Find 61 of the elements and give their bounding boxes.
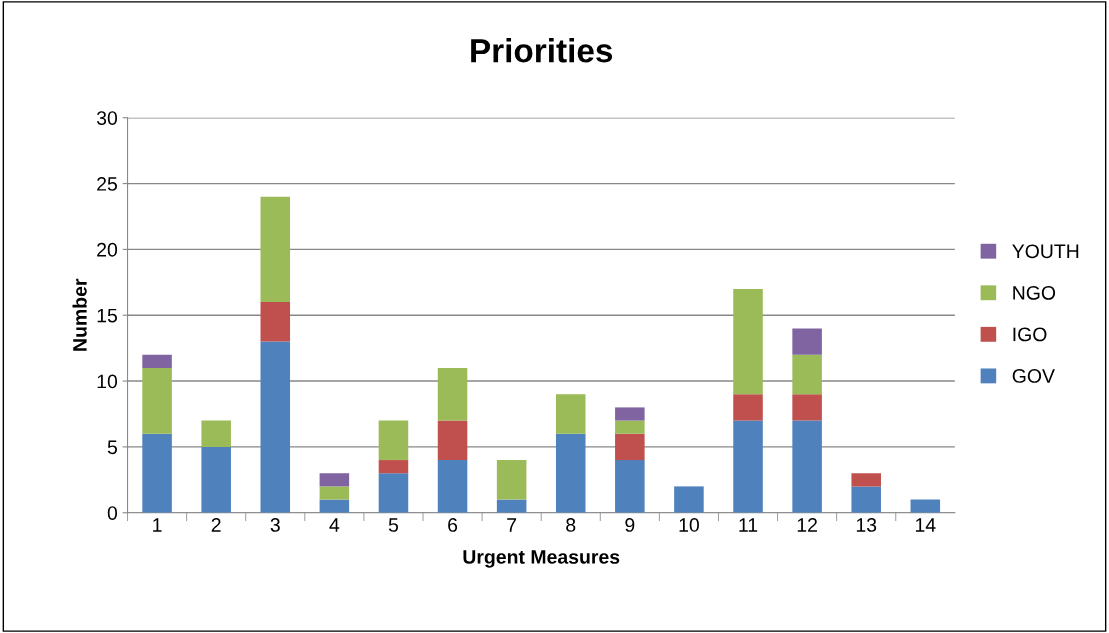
bar: [260, 341, 291, 513]
legend-label: IGO: [1013, 327, 1047, 342]
x-tick-label: 12: [797, 518, 817, 532]
bar: [792, 394, 822, 421]
bar: [615, 433, 645, 461]
bar: [201, 420, 231, 447]
x-tick-label: 1: [153, 518, 162, 532]
y-tick-label: 0: [107, 506, 118, 520]
bar: [615, 420, 645, 434]
bar: [792, 328, 822, 355]
bar: [378, 420, 409, 461]
bar: [437, 420, 468, 461]
legend-label: YOUTH: [1012, 244, 1079, 259]
legend-label: NGO: [1013, 285, 1056, 300]
y-tick-label: 15: [97, 308, 117, 323]
chart-title: Priorities: [471, 38, 613, 63]
bar: [555, 394, 586, 434]
x-tick-label: 3: [270, 518, 280, 532]
bar: [792, 354, 822, 395]
y-tick-label: 5: [107, 440, 117, 455]
x-tick-label: 7: [507, 518, 517, 532]
x-tick-label: 9: [625, 518, 635, 532]
bar: [142, 433, 172, 513]
bar: [260, 196, 291, 303]
x-tick-label: 5: [388, 518, 399, 532]
bar: [733, 394, 763, 421]
y-tick-label: 20: [97, 242, 118, 257]
y-tick-label: 30: [96, 111, 118, 125]
bar: [615, 460, 645, 513]
x-tick-label: 10: [679, 518, 699, 532]
bar: [496, 460, 527, 500]
x-tick-label: 14: [915, 518, 936, 532]
bar: [378, 460, 409, 474]
x-axis-title: Urgent Measures: [463, 550, 620, 568]
y-tick-label: 10: [97, 374, 118, 389]
bar: [733, 288, 763, 395]
x-tick-label: 13: [856, 518, 877, 532]
x-tick-label: 11: [739, 518, 758, 532]
bar: [615, 407, 645, 421]
bar: [378, 473, 409, 513]
bar: [142, 354, 172, 368]
bar: [555, 433, 586, 513]
x-tick-label: 4: [329, 518, 340, 532]
bar: [142, 367, 172, 434]
bar: [437, 367, 468, 421]
x-tick-label: 8: [566, 518, 576, 532]
legend-label: GOV: [1012, 369, 1055, 383]
y-axis-title: Number: [72, 278, 87, 351]
bar: [792, 420, 822, 513]
bar: [674, 486, 704, 513]
x-tick-label: 6: [448, 518, 458, 532]
x-tick-label: 2: [211, 518, 221, 532]
bar: [319, 486, 350, 500]
bar: [437, 460, 468, 513]
bar: [851, 473, 881, 487]
bar: [319, 473, 350, 487]
bar: [260, 302, 291, 342]
bar: [201, 446, 231, 513]
bar: [733, 420, 763, 513]
bar: [851, 486, 881, 513]
y-tick-label: 25: [97, 177, 117, 191]
